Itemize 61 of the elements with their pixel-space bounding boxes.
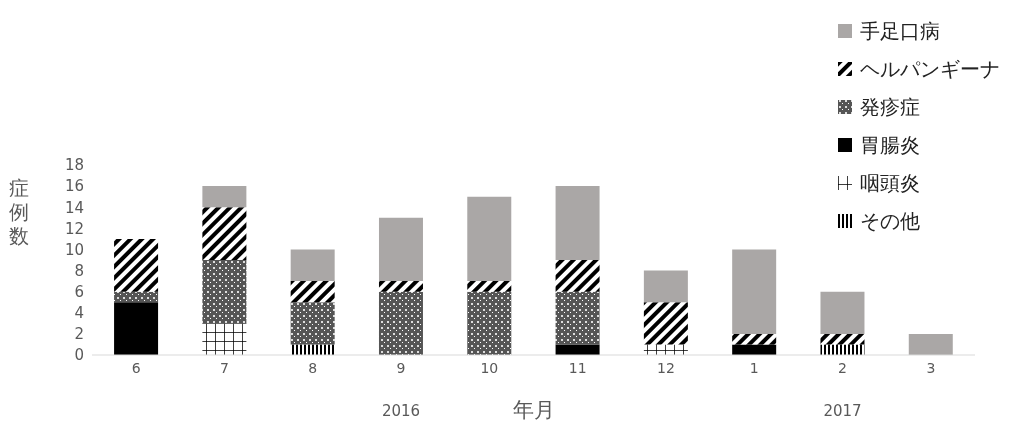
- bar: [114, 302, 159, 355]
- bar: [202, 323, 247, 355]
- x-tick-label: 1: [749, 359, 759, 376]
- x-tick-label: 7: [219, 359, 229, 376]
- bar: [908, 333, 953, 355]
- x-tick-label: 3: [926, 359, 936, 376]
- bar: [732, 333, 777, 345]
- text: 2017: [822, 402, 863, 420]
- legend-label: その他: [860, 207, 920, 235]
- bar: [378, 217, 423, 282]
- y-tick-label: 18: [64, 156, 84, 175]
- bar: [202, 260, 247, 324]
- x-tick-label: 2: [838, 359, 848, 376]
- bar: [378, 281, 423, 292]
- y-tick-label: 0: [74, 346, 84, 365]
- bar: [202, 207, 247, 260]
- bar: [114, 238, 159, 292]
- x-axis-title: 年月: [511, 397, 556, 424]
- bar: [555, 344, 600, 355]
- bar: [202, 186, 247, 208]
- x-tick-label: 6: [131, 359, 141, 376]
- x-tick-label: 8: [308, 359, 318, 376]
- bar: [378, 291, 423, 355]
- y-tick-label: 2: [74, 325, 84, 344]
- y-tick-label: 12: [64, 219, 84, 238]
- legend-label: 胃腸炎: [860, 131, 920, 159]
- bar: [555, 260, 600, 292]
- legend-label: 咽頭炎: [860, 169, 920, 197]
- bar: [643, 344, 688, 355]
- bar: [290, 302, 335, 345]
- bar: [467, 196, 512, 282]
- bar: [820, 291, 865, 334]
- bar: [820, 344, 865, 355]
- y-tick-label: 4: [74, 304, 84, 323]
- legend-label: 手足口病: [860, 17, 940, 45]
- bar: [114, 291, 159, 303]
- bar: [555, 186, 600, 260]
- x-tick-label: 12: [657, 359, 675, 376]
- bar: [290, 249, 335, 282]
- bar: [467, 291, 512, 355]
- legend-label: ヘルパンギーナ: [860, 55, 1000, 83]
- legend-label: 発疹症: [860, 93, 920, 121]
- x-tick-label: 9: [396, 359, 406, 376]
- bar: [643, 302, 688, 345]
- bar: [290, 344, 335, 355]
- y-axis-title: 症例数: [8, 176, 30, 248]
- text: 2016: [381, 402, 421, 420]
- bar: [555, 291, 600, 345]
- y-tick-label: 14: [64, 198, 84, 217]
- bar: [732, 249, 777, 334]
- y-tick-label: 8: [74, 261, 84, 280]
- y-tick-label: 6: [74, 282, 84, 301]
- y-tick-label: 10: [64, 240, 84, 259]
- bar: [643, 270, 688, 303]
- y-tick-label: 16: [64, 177, 84, 196]
- bar: [290, 281, 335, 303]
- bar: [732, 344, 777, 355]
- bar: [820, 333, 865, 345]
- x-tick-label: 11: [568, 359, 587, 376]
- bar: [467, 281, 512, 292]
- x-tick-label: 10: [480, 359, 499, 376]
